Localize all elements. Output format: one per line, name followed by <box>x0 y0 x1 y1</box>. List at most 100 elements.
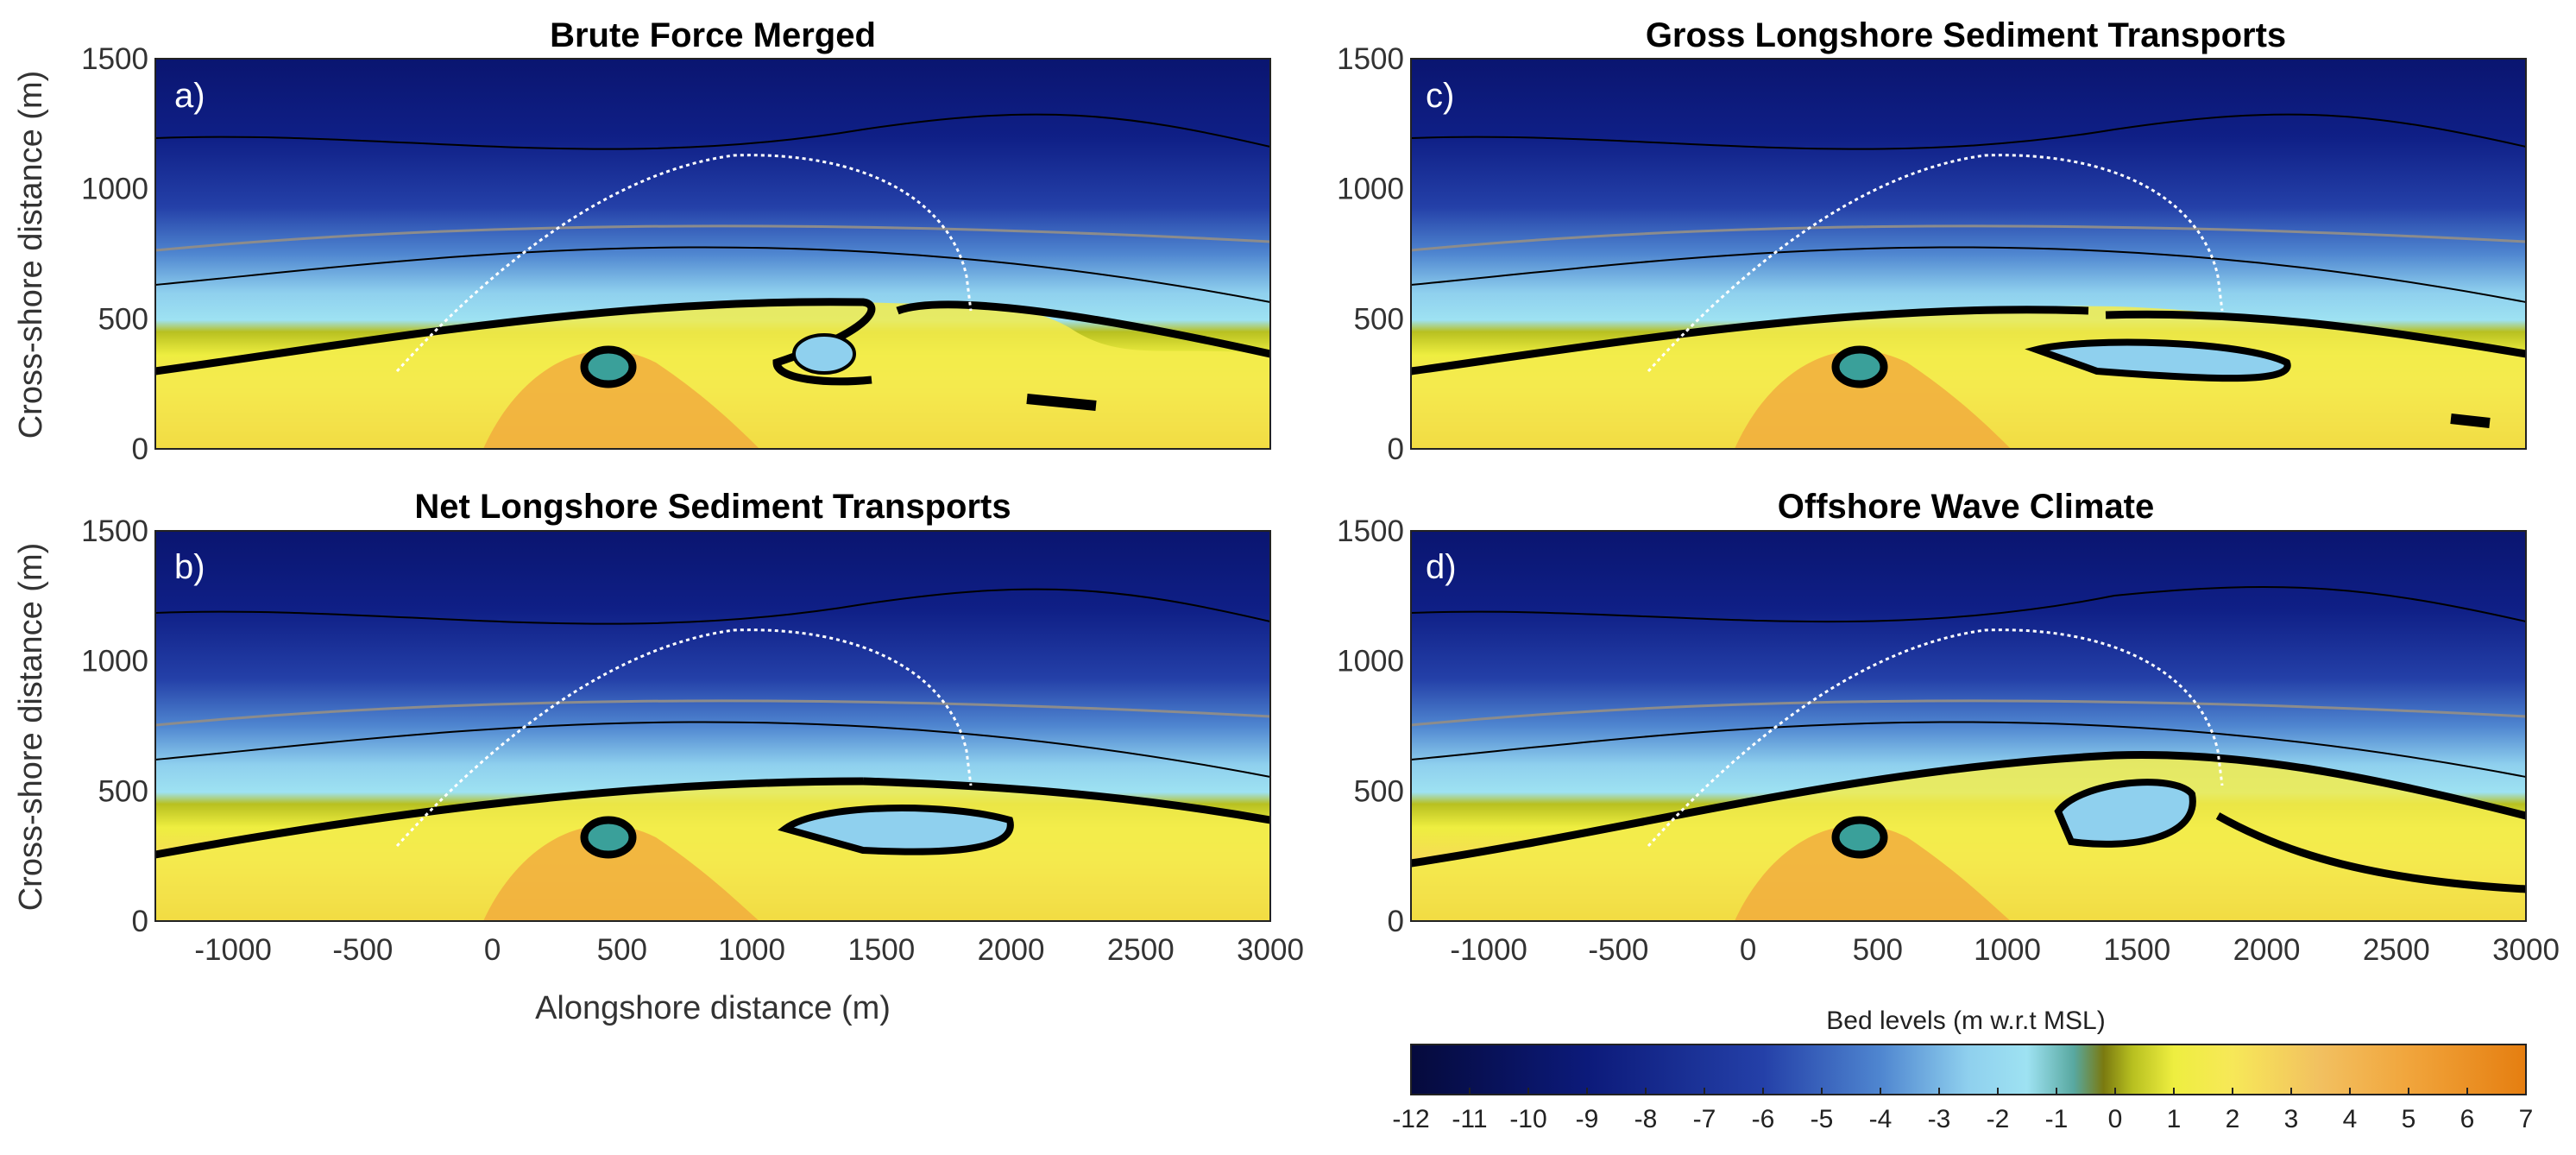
colorbar-tick-16: 4 <box>2343 1105 2358 1133</box>
panel-a-ytick-3: 1500 <box>81 42 148 76</box>
panel-b-xtick-2: 0 <box>484 933 501 967</box>
panel-b-white-contour <box>395 628 973 848</box>
panel-b-label: b) <box>174 548 205 586</box>
panel-d-frame <box>1410 530 2527 922</box>
panel-d-label: d) <box>1426 548 1457 586</box>
panel-d-offshore-bar <box>2215 812 2527 893</box>
panel-c: Gross Longshore Sediment Transports c) 0… <box>1337 16 2527 466</box>
colorbar-tick-1: -11 <box>1452 1105 1487 1133</box>
panel-d-xtick-3: 500 <box>1853 933 1903 967</box>
panel-d-xtick-8: 3000 <box>2492 933 2560 967</box>
panel-b-ytick-1: 500 <box>98 774 148 808</box>
panel-d-plot: d) <box>1410 530 2528 922</box>
panel-c-label: c) <box>1426 77 1454 115</box>
colorbar-tick-17: 5 <box>2402 1105 2416 1133</box>
panel-d-xtick-0: -1000 <box>1450 933 1527 967</box>
colorbar-tick-0: -12 <box>1392 1105 1429 1133</box>
panel-b-title: Net Longshore Sediment Transports <box>414 488 1011 526</box>
panel-a: Brute Force Merged a) 0 500 1000 1500 <box>81 16 1271 466</box>
panel-b-xtick-5: 1500 <box>847 933 915 967</box>
panel-a-plot: a) <box>154 58 1271 450</box>
panel-c-title: Gross Longshore Sediment Transports <box>1646 16 2286 54</box>
panel-d-ytick-2: 1000 <box>1337 645 1404 678</box>
colorbar-tick-12: 0 <box>2108 1105 2123 1133</box>
panel-d-shoal <box>1735 825 2011 921</box>
panel-c-lagoon <box>2025 338 2291 382</box>
panel-c-plot: c) <box>1410 58 2527 450</box>
panel-c-shoal <box>1735 350 2011 449</box>
panel-b-shoal <box>483 825 759 921</box>
panel-d-ytick-0: 0 <box>1388 905 1404 938</box>
panel-c-black-contour <box>1410 246 2527 303</box>
panel-b-black-contour <box>154 721 1271 778</box>
colorbar-tick-11: -1 <box>2045 1105 2069 1133</box>
panel-b-xticks: -1000 -500 0 500 1000 1500 2000 2500 3000 <box>194 933 1304 967</box>
panel-b-xtick-8: 3000 <box>1237 933 1304 967</box>
panel-a-island <box>580 345 637 388</box>
panel-c-sand-area <box>1411 306 2526 449</box>
panel-a-ytick-1: 500 <box>98 302 148 336</box>
panel-a-offshore-bar <box>1026 394 1097 411</box>
panel-b-xtick-4: 1000 <box>718 933 785 967</box>
panel-b-ytick-0: 0 <box>132 905 148 938</box>
colorbar-tick-18: 6 <box>2460 1105 2475 1133</box>
colorbar-tick-13: 1 <box>2167 1105 2182 1133</box>
panel-c-deep-contour <box>1410 113 2527 150</box>
panel-c-island <box>1831 345 1888 388</box>
panel-a-ytick-2: 1000 <box>81 173 148 206</box>
panel-c-offshore-bar <box>2450 413 2491 428</box>
panel-b: Net Longshore Sediment Transports b) 0 50… <box>81 488 1304 967</box>
panel-c-white-contour <box>1647 154 2224 373</box>
panel-a-zero-contour <box>154 298 876 386</box>
panel-c-zero-contour-east <box>2105 310 2527 358</box>
panel-a-frame <box>154 58 1271 450</box>
panel-d-xtick-2: 0 <box>1740 933 1756 967</box>
panel-c-grey-contour <box>1410 224 2527 252</box>
panel-a-sand-area <box>155 300 1270 449</box>
colorbar-tick-19: 7 <box>2519 1105 2534 1133</box>
panel-d-ytick-3: 1500 <box>1337 514 1404 548</box>
panel-d-sand-area <box>1411 754 2526 921</box>
panel-d-island <box>1831 816 1888 859</box>
colorbar: Bed levels (m w.r.t MSL) -12 -11 -10 -9 -8 -7… <box>1392 1007 2533 1133</box>
colorbar-tick-14: 2 <box>2226 1105 2240 1133</box>
colorbar-tick-3: -9 <box>1576 1105 1599 1133</box>
panel-b-lagoon <box>778 805 1014 855</box>
panel-b-xtick-3: 500 <box>597 933 647 967</box>
panel-b-island <box>580 816 637 859</box>
panel-d-xticks: -1000 -500 0 500 1000 1500 2000 2500 3000 <box>1450 933 2560 967</box>
panel-c-ytick-1: 500 <box>1354 302 1404 336</box>
panel-b-zero-contour-east <box>862 777 1271 824</box>
colorbar-tick-4: -8 <box>1634 1105 1658 1133</box>
panel-d-xtick-6: 2000 <box>2233 933 2301 967</box>
panel-b-ytick-2: 1000 <box>81 645 148 678</box>
panel-a-title: Brute Force Merged <box>550 16 876 54</box>
panel-d-deep-contour <box>1410 586 2527 623</box>
panel-d-black-contour <box>1410 721 2527 778</box>
panel-a-label: a) <box>174 77 205 115</box>
panel-b-zero-contour <box>154 777 864 859</box>
panel-c-ytick-0: 0 <box>1388 432 1404 466</box>
colorbar-tick-15: 3 <box>2284 1105 2299 1133</box>
y-axis-label-top: Cross-shore distance (m) <box>13 71 49 439</box>
panel-b-ytick-3: 1500 <box>81 514 148 548</box>
panel-c-ytick-3: 1500 <box>1337 42 1404 76</box>
colorbar-tick-10: -2 <box>1987 1105 2010 1133</box>
panel-d-xtick-7: 2500 <box>2363 933 2430 967</box>
panel-a-lagoon <box>792 333 856 375</box>
panel-b-xtick-7: 2500 <box>1107 933 1175 967</box>
panel-b-plot: b) <box>154 530 1271 922</box>
panel-b-deep-contour <box>154 588 1271 625</box>
panel-b-xtick-1: -500 <box>332 933 393 967</box>
panel-b-yticks: 0 500 1000 1500 <box>81 514 148 938</box>
colorbar-tick-5: -7 <box>1693 1105 1716 1133</box>
x-axis-label: Alongshore distance (m) <box>535 990 891 1026</box>
panel-a-grey-contour <box>154 224 1271 252</box>
colorbar-tick-6: -6 <box>1752 1105 1775 1133</box>
panel-b-frame <box>154 530 1271 922</box>
panel-b-xtick-0: -1000 <box>194 933 272 967</box>
panel-a-ytick-0: 0 <box>132 432 148 466</box>
panel-d-lagoon <box>2054 779 2196 848</box>
colorbar-tick-7: -5 <box>1811 1105 1834 1133</box>
